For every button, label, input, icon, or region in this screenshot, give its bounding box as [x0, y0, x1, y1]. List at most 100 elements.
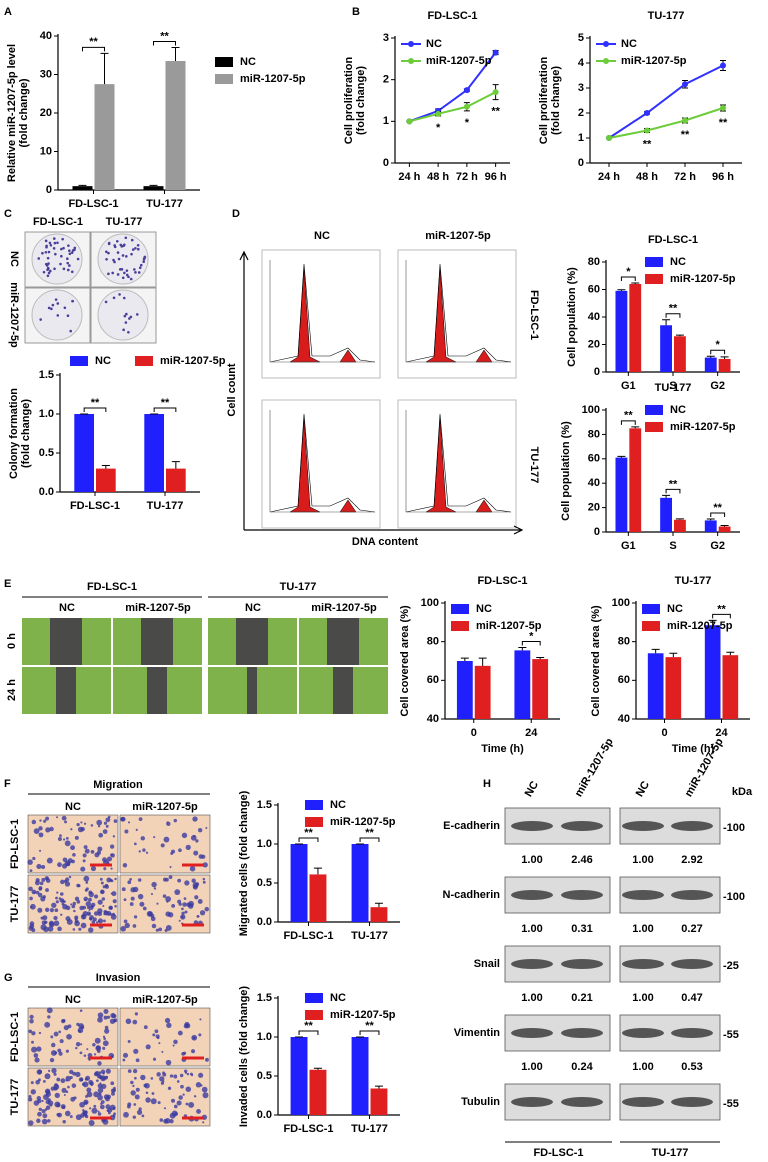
legend-swatch	[408, 58, 414, 64]
colony	[41, 251, 44, 255]
colony	[45, 245, 48, 249]
cell	[91, 1107, 98, 1114]
bar	[144, 414, 164, 492]
colony	[63, 306, 67, 310]
cell	[122, 863, 128, 868]
cell	[106, 856, 112, 862]
bar	[309, 1069, 327, 1115]
cell	[59, 1039, 64, 1044]
cell	[169, 865, 172, 869]
error-bar	[101, 464, 110, 469]
cell	[47, 1119, 51, 1123]
cell	[162, 894, 167, 898]
cell	[197, 899, 203, 904]
cell	[89, 1081, 94, 1086]
error-bar	[171, 461, 180, 469]
cell	[66, 1033, 72, 1040]
colony	[47, 271, 51, 275]
cell	[106, 1109, 110, 1112]
colony	[122, 328, 125, 332]
cell	[176, 1080, 180, 1083]
colony	[125, 273, 129, 277]
cell	[198, 1072, 204, 1078]
wound-gap	[141, 618, 173, 665]
cell	[114, 904, 117, 908]
cell	[163, 1107, 166, 1110]
cell	[102, 857, 107, 863]
cell	[110, 1088, 116, 1093]
cell	[185, 844, 191, 850]
cell	[104, 1028, 110, 1034]
cell	[130, 887, 136, 893]
y-tick-label: 1.0	[39, 408, 54, 420]
cell	[28, 1095, 32, 1099]
cell	[188, 1101, 195, 1108]
y-tick-label: 40	[588, 311, 600, 323]
bar	[722, 655, 739, 719]
panel-letter: C	[4, 208, 12, 220]
g2-peak	[339, 349, 357, 363]
cell	[120, 816, 126, 822]
cell	[155, 928, 159, 932]
y-tick-label: 40	[588, 477, 600, 489]
x-tick-label: FD-LSC-1	[283, 930, 333, 942]
y-axis-label: Migrated cells (fold change)	[238, 790, 250, 936]
colony	[56, 302, 60, 305]
x-axis-label: DNA content	[352, 536, 419, 548]
cell	[63, 838, 66, 841]
bar	[309, 874, 327, 922]
y-axis-label: (fold change)	[20, 399, 32, 468]
colony	[73, 246, 77, 250]
cell	[105, 817, 111, 823]
cell	[189, 865, 196, 872]
cell	[114, 877, 117, 881]
cell	[153, 836, 156, 839]
legend-swatch	[603, 41, 609, 47]
cell	[42, 915, 48, 921]
colony	[121, 276, 125, 280]
cell	[127, 821, 131, 824]
colony	[52, 237, 56, 240]
marker	[435, 110, 442, 117]
cell	[137, 878, 142, 882]
cell	[55, 900, 59, 904]
cell	[78, 1029, 81, 1033]
cell	[47, 1098, 51, 1102]
cell	[97, 846, 103, 852]
cell	[140, 1074, 146, 1081]
error-bar	[662, 494, 671, 498]
chart-title: TU-177	[648, 10, 685, 22]
cell	[79, 1009, 83, 1012]
band	[561, 821, 603, 831]
cell	[180, 914, 186, 920]
cell	[89, 915, 94, 920]
y-tick-label: 5	[578, 32, 584, 44]
cell	[179, 1073, 184, 1078]
cell	[151, 1092, 155, 1095]
quantification: 0.24	[571, 1061, 593, 1073]
cell	[28, 926, 34, 931]
cell	[61, 899, 65, 903]
cell	[169, 1074, 174, 1078]
legend-label: miR-1207-5p	[426, 55, 492, 67]
cell	[193, 850, 199, 856]
cell	[62, 863, 68, 869]
bar	[514, 650, 531, 719]
panel-letter: B	[352, 6, 360, 18]
cell	[57, 1048, 62, 1053]
x-tick-label: FD-LSC-1	[70, 500, 120, 512]
cell	[97, 1087, 104, 1094]
cell	[37, 1111, 42, 1117]
significance: **	[681, 129, 690, 141]
colony	[125, 312, 128, 316]
error-bar	[478, 657, 487, 666]
cell	[127, 880, 132, 885]
cell	[75, 1114, 82, 1121]
cell	[134, 1012, 138, 1016]
significance: **	[91, 397, 100, 409]
lane-label: NC	[523, 779, 541, 799]
error-bar	[631, 426, 640, 429]
colony	[50, 307, 53, 311]
cell	[44, 1021, 51, 1028]
legend-swatch	[642, 621, 660, 631]
